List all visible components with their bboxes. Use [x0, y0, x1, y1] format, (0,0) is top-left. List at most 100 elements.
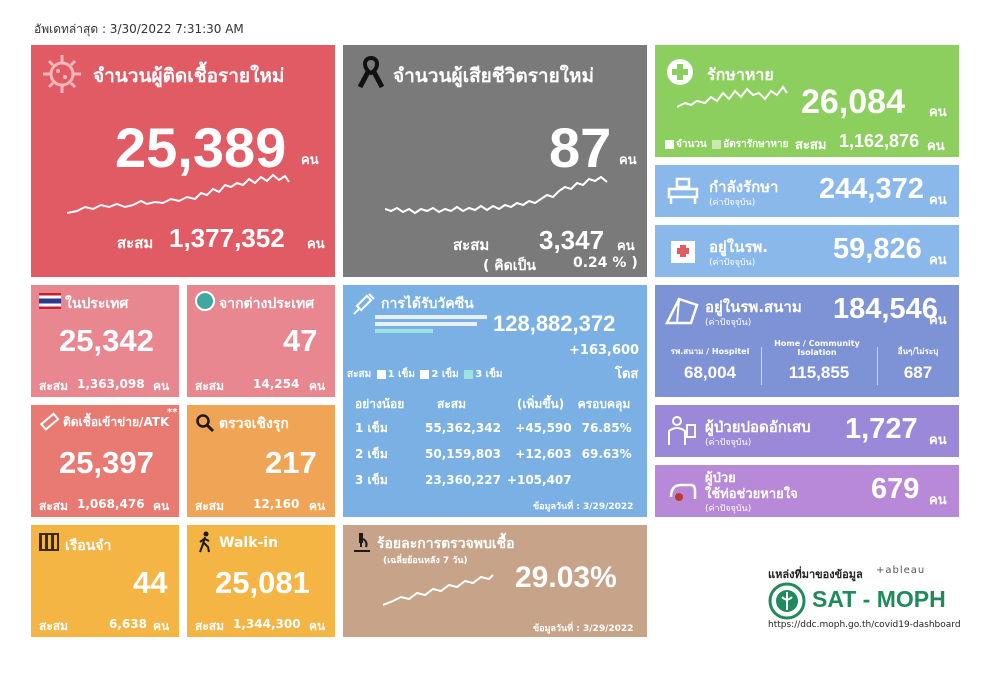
atk-title: ติดเชื้อเข้าข่าย/ATK — [63, 415, 170, 429]
vaccine-dose: 3 เข็ม — [355, 472, 388, 487]
atk-cum-value: 1,068,476 — [77, 497, 145, 511]
vaccine-title: การได้รับวัคซีน — [381, 296, 474, 312]
field-col-label: รพ.สนาม / Hospitel — [670, 347, 750, 356]
moph-seal-icon — [768, 582, 806, 620]
deaths-cum-unit: คน — [617, 239, 635, 254]
vaccine-legend: สะสม 1 เข็ม 2 เข็ม 3 เข็ม — [347, 367, 503, 382]
vaccine-bar-2 — [375, 322, 477, 326]
prison-bars-icon — [39, 533, 59, 551]
legend-box-icon — [712, 139, 722, 149]
deaths-card[interactable]: จำนวนผู้เสียชีวิตรายใหม่ 87 คน สะสม 3,34… — [343, 45, 647, 277]
vaccine-cum: 23,360,227 — [425, 473, 501, 487]
active-search-value: 217 — [265, 445, 317, 480]
field-hospital-title: อยู่ในรพ.สนาม — [705, 298, 802, 316]
vaccine-header: อย่างน้อย — [355, 396, 405, 411]
legend-box-icon — [464, 369, 474, 379]
domestic-card[interactable]: ในประเทศ 25,342 สะสม 1,363,098 คน — [31, 285, 179, 397]
vaccine-inc: +105,407 — [506, 473, 572, 487]
last-updated: อัพเดทล่าสุด : 3/30/2022 7:31:30 AM — [34, 22, 244, 36]
in-hospital-card[interactable]: อยู่ในรพ. (ค่าปัจจุบัน) 59,826 คน — [655, 225, 959, 277]
field-hospital-card[interactable]: อยู่ในรพ.สนาม (ค่าปัจจุบัน) 184,546 คน ร… — [655, 285, 959, 397]
prison-title: เรือนจำ — [65, 538, 112, 554]
pneumonia-value: 1,727 — [845, 413, 918, 445]
abroad-cum-label: สะสม — [195, 379, 225, 393]
recovered-card[interactable]: รักษาหาย 26,084 คน จำนวน อัตรารักษาหาย ส… — [655, 45, 959, 157]
pneumonia-title: ผู้ป่วยปอดอักเสบ — [705, 418, 811, 436]
pneumonia-card[interactable]: ผู้ป่วยปอดอักเสบ (ค่าปัจจุบัน) 1,727 คน — [655, 405, 959, 457]
in-treatment-card[interactable]: กำลังรักษา (ค่าปัจจุบัน) 244,372 คน — [655, 165, 959, 217]
cross-icon — [667, 59, 693, 85]
positivity-trend-line — [383, 574, 494, 606]
recovered-value: 26,084 — [801, 83, 905, 121]
deaths-cum-label: สะสม — [453, 236, 490, 254]
domestic-cum-unit: คน — [153, 379, 170, 393]
new-cases-trend-line — [67, 173, 290, 214]
in-treatment-value: 244,372 — [819, 173, 924, 205]
active-search-card[interactable]: ตรวจเชิงรุก 217 สะสม 12,160 คน — [187, 405, 335, 517]
walkin-cum-label: สะสม — [195, 619, 225, 633]
pneumonia-unit: คน — [929, 433, 947, 448]
atk-card[interactable]: ติดเชื้อเข้าข่าย/ATK ** 25,397 สะสม 1,06… — [31, 405, 179, 517]
ventilator-title-1: ผู้ป่วย — [705, 471, 736, 486]
new-cases-unit: คน — [301, 153, 319, 168]
abroad-card[interactable]: จากต่างประเทศ 47 สะสม 14,254 คน — [187, 285, 335, 397]
vaccine-cum: 50,159,803 — [425, 447, 501, 461]
recovered-unit: คน — [929, 105, 947, 120]
in-hospital-sub: (ค่าปัจจุบัน) — [709, 258, 756, 268]
abroad-cum-value: 14,254 — [253, 377, 300, 391]
field-col-value: 115,855 — [788, 363, 850, 382]
pneumonia-sub: (ค่าปัจจุบัน) — [705, 438, 752, 448]
source-url[interactable]: https://ddc.moph.go.th/covid19-dashboard — [768, 620, 961, 630]
positivity-sub: (เฉลี่ยย้อนหลัง 7 วัน) — [383, 556, 468, 566]
syringe-icon — [353, 293, 375, 315]
thai-flag-icon — [39, 293, 61, 309]
ventilator-card[interactable]: ผู้ป่วย ใช้ท่อช่วยหายใจ (ค่าปัจจุบัน) 67… — [655, 465, 959, 517]
new-cases-cum-unit: คน — [307, 237, 325, 252]
ventilator-title-2: ใช้ท่อช่วยหายใจ — [705, 487, 798, 502]
new-cases-card[interactable]: จำนวนผู้ติดเชื้อรายใหม่ 25,389 คน สะสม 1… — [31, 45, 335, 277]
active-search-cum-value: 12,160 — [253, 497, 300, 511]
globe-icon — [195, 291, 215, 311]
legend-box-icon — [376, 369, 386, 379]
legend-box-icon — [420, 369, 430, 379]
ventilator-value: 679 — [871, 473, 920, 505]
vaccine-table-header: อย่างน้อย สะสม (เพิ่มขึ้น) ครอบคลุม — [355, 393, 638, 415]
legend-box-icon — [665, 139, 674, 149]
vaccine-increase: +163,600 — [569, 343, 640, 358]
new-cases-value: 25,389 — [115, 116, 287, 179]
legend-count: จำนวน — [676, 139, 707, 150]
moph-logo-text: SAT - MOPH — [812, 586, 946, 612]
positivity-card[interactable]: ร้อยละการตรวจพบเชื้อ (เฉลี่ยย้อนหลัง 7 ว… — [343, 525, 647, 637]
atk-cum-unit: คน — [153, 499, 170, 513]
ventilator-tube-icon — [669, 483, 697, 501]
vaccine-legend-2: 2 เข็ม — [431, 369, 459, 380]
abroad-value: 47 — [283, 323, 318, 358]
vaccine-legend-label: สะสม — [347, 369, 372, 380]
vaccine-cov — [578, 467, 638, 493]
vaccine-dose: 1 เข็ม — [355, 420, 388, 435]
walkin-cum-value: 1,344,300 — [233, 617, 301, 631]
virus-icon — [43, 55, 81, 93]
deaths-rate-label: ( คิดเป็น — [483, 258, 536, 274]
vaccine-dose-unit: โดส — [615, 367, 639, 382]
abroad-title: จากต่างประเทศ — [219, 296, 315, 312]
vaccine-cov: 69.63% — [581, 447, 632, 461]
abroad-cum-unit: คน — [309, 379, 326, 393]
field-col-label: Home / Community Isolation — [774, 339, 860, 357]
walkin-card[interactable]: Walk-in 25,081 สะสม 1,344,300 คน — [187, 525, 335, 637]
tableau-logo: +ableau — [876, 565, 926, 576]
in-hospital-title: อยู่ในรพ. — [709, 238, 769, 256]
in-hospital-unit: คน — [929, 253, 947, 268]
deaths-cum-value: 3,347 — [539, 225, 605, 255]
vaccine-cov: 76.85% — [581, 421, 632, 435]
prison-card[interactable]: เรือนจำ 44 สะสม 6,638 คน — [31, 525, 179, 637]
field-col-value: 68,004 — [684, 363, 736, 382]
in-hospital-value: 59,826 — [833, 233, 922, 265]
bed-icon — [667, 177, 699, 204]
in-treatment-title: กำลังรักษา — [709, 178, 779, 196]
vaccine-bar-3 — [375, 329, 433, 333]
vaccine-card[interactable]: การได้รับวัคซีน 128,882,372 +163,600 โดส… — [343, 285, 647, 517]
vaccine-dose: 2 เข็ม — [355, 446, 388, 461]
field-col-value: 687 — [903, 363, 933, 382]
source-label: แหล่งที่มาของข้อมูล — [768, 568, 863, 581]
